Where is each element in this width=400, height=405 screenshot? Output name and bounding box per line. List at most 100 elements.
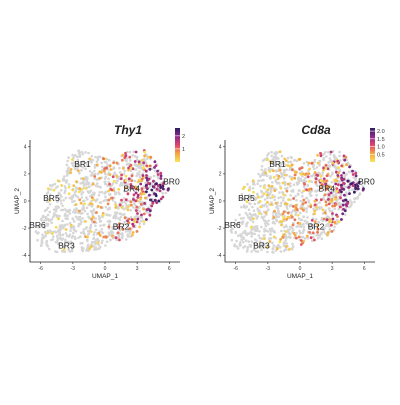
cell-point xyxy=(265,205,269,208)
cell-point xyxy=(79,182,82,185)
expressing-cell-point xyxy=(114,236,118,240)
cell-point xyxy=(56,229,60,232)
cell-point xyxy=(113,201,117,204)
expressing-cell-point xyxy=(124,154,128,158)
cell-point xyxy=(114,191,117,194)
expressing-cell-point xyxy=(140,179,144,183)
cell-point xyxy=(43,209,47,213)
cell-point xyxy=(114,212,118,215)
cell-point xyxy=(64,217,67,220)
expressing-cell-point xyxy=(126,192,130,196)
cell-point xyxy=(303,219,307,223)
cell-point xyxy=(333,207,337,211)
cell-point xyxy=(124,230,128,233)
cell-point xyxy=(345,193,349,196)
cell-point xyxy=(270,154,274,158)
cell-point xyxy=(247,240,250,243)
expressing-cell-point xyxy=(95,163,99,167)
expressing-cell-point xyxy=(135,187,139,191)
cell-point xyxy=(94,184,98,187)
cell-point xyxy=(297,180,301,183)
cell-point xyxy=(331,150,335,153)
expressing-cell-point xyxy=(102,235,106,239)
cell-point xyxy=(278,161,281,164)
expressing-cell-point xyxy=(325,184,329,188)
cell-point xyxy=(43,225,46,229)
cell-point xyxy=(292,183,296,186)
expressing-cell-point xyxy=(294,203,298,207)
cell-point xyxy=(117,228,121,231)
cell-point xyxy=(39,224,42,227)
expressing-cell-point xyxy=(347,185,351,189)
expressing-cell-point xyxy=(340,177,344,181)
expressing-cell-point xyxy=(120,206,124,209)
cell-point xyxy=(127,229,130,233)
cell-point xyxy=(264,219,267,223)
expressing-cell-point xyxy=(351,184,355,188)
cell-point xyxy=(250,232,254,236)
expressing-cell-point xyxy=(348,165,351,169)
expressing-cell-point xyxy=(264,171,267,175)
cell-point xyxy=(84,151,87,154)
cell-point xyxy=(36,238,39,242)
cell-point xyxy=(336,198,340,201)
cell-point xyxy=(122,197,126,200)
expressing-cell-point xyxy=(150,188,154,192)
cell-point xyxy=(302,222,305,226)
expressing-cell-point xyxy=(341,199,345,203)
cell-point xyxy=(271,181,274,184)
cell-point xyxy=(106,184,109,187)
expressing-cell-point xyxy=(121,153,124,157)
cell-point xyxy=(108,192,112,196)
y-axis-label: UMAP_2 xyxy=(209,188,216,214)
expressing-cell-point xyxy=(324,200,328,204)
cell-point xyxy=(55,250,59,254)
expressing-cell-point xyxy=(129,163,133,167)
cell-point xyxy=(318,164,321,167)
cluster-label: BR0 xyxy=(163,177,180,187)
y-tick-label: -4 xyxy=(22,253,27,259)
cell-point xyxy=(274,178,278,182)
cell-point xyxy=(233,243,236,246)
cell-point xyxy=(54,213,58,217)
cell-point xyxy=(246,246,250,249)
expressing-cell-point xyxy=(344,155,348,159)
expressing-cell-point xyxy=(334,197,337,201)
expressing-cell-point xyxy=(335,187,339,191)
expressing-cell-point xyxy=(344,203,348,206)
cell-point xyxy=(257,201,260,205)
expressing-cell-point xyxy=(153,160,157,164)
cell-point xyxy=(92,236,96,240)
cell-point xyxy=(107,177,110,181)
cell-point xyxy=(275,169,278,172)
cell-point xyxy=(64,238,67,242)
cell-point xyxy=(77,224,80,228)
cell-point xyxy=(84,167,87,171)
cell-point xyxy=(62,178,66,181)
cell-point xyxy=(128,235,132,238)
cell-point xyxy=(255,217,259,220)
expressing-cell-point xyxy=(321,208,325,212)
expressing-cell-point xyxy=(123,216,127,220)
expressing-cell-point xyxy=(69,223,73,227)
cell-point xyxy=(60,189,63,192)
cell-point xyxy=(121,184,124,187)
x-tick-label: 6 xyxy=(363,266,366,272)
cell-point xyxy=(66,223,69,226)
expressing-cell-point xyxy=(268,170,272,173)
expressing-cell-point xyxy=(266,245,270,249)
expressing-cell-point xyxy=(145,190,148,194)
cell-point xyxy=(109,238,112,241)
cell-point xyxy=(81,180,85,184)
expressing-cell-point xyxy=(131,231,135,234)
cell-point xyxy=(236,247,240,250)
cell-point xyxy=(278,182,281,185)
expressing-cell-point xyxy=(331,204,334,208)
expressing-cell-point xyxy=(302,182,306,185)
cell-point xyxy=(60,195,63,198)
cell-point xyxy=(57,191,61,195)
expressing-cell-point xyxy=(96,204,100,208)
expressing-cell-point xyxy=(77,190,81,194)
cell-point xyxy=(92,245,96,248)
expressing-cell-point xyxy=(75,180,78,184)
